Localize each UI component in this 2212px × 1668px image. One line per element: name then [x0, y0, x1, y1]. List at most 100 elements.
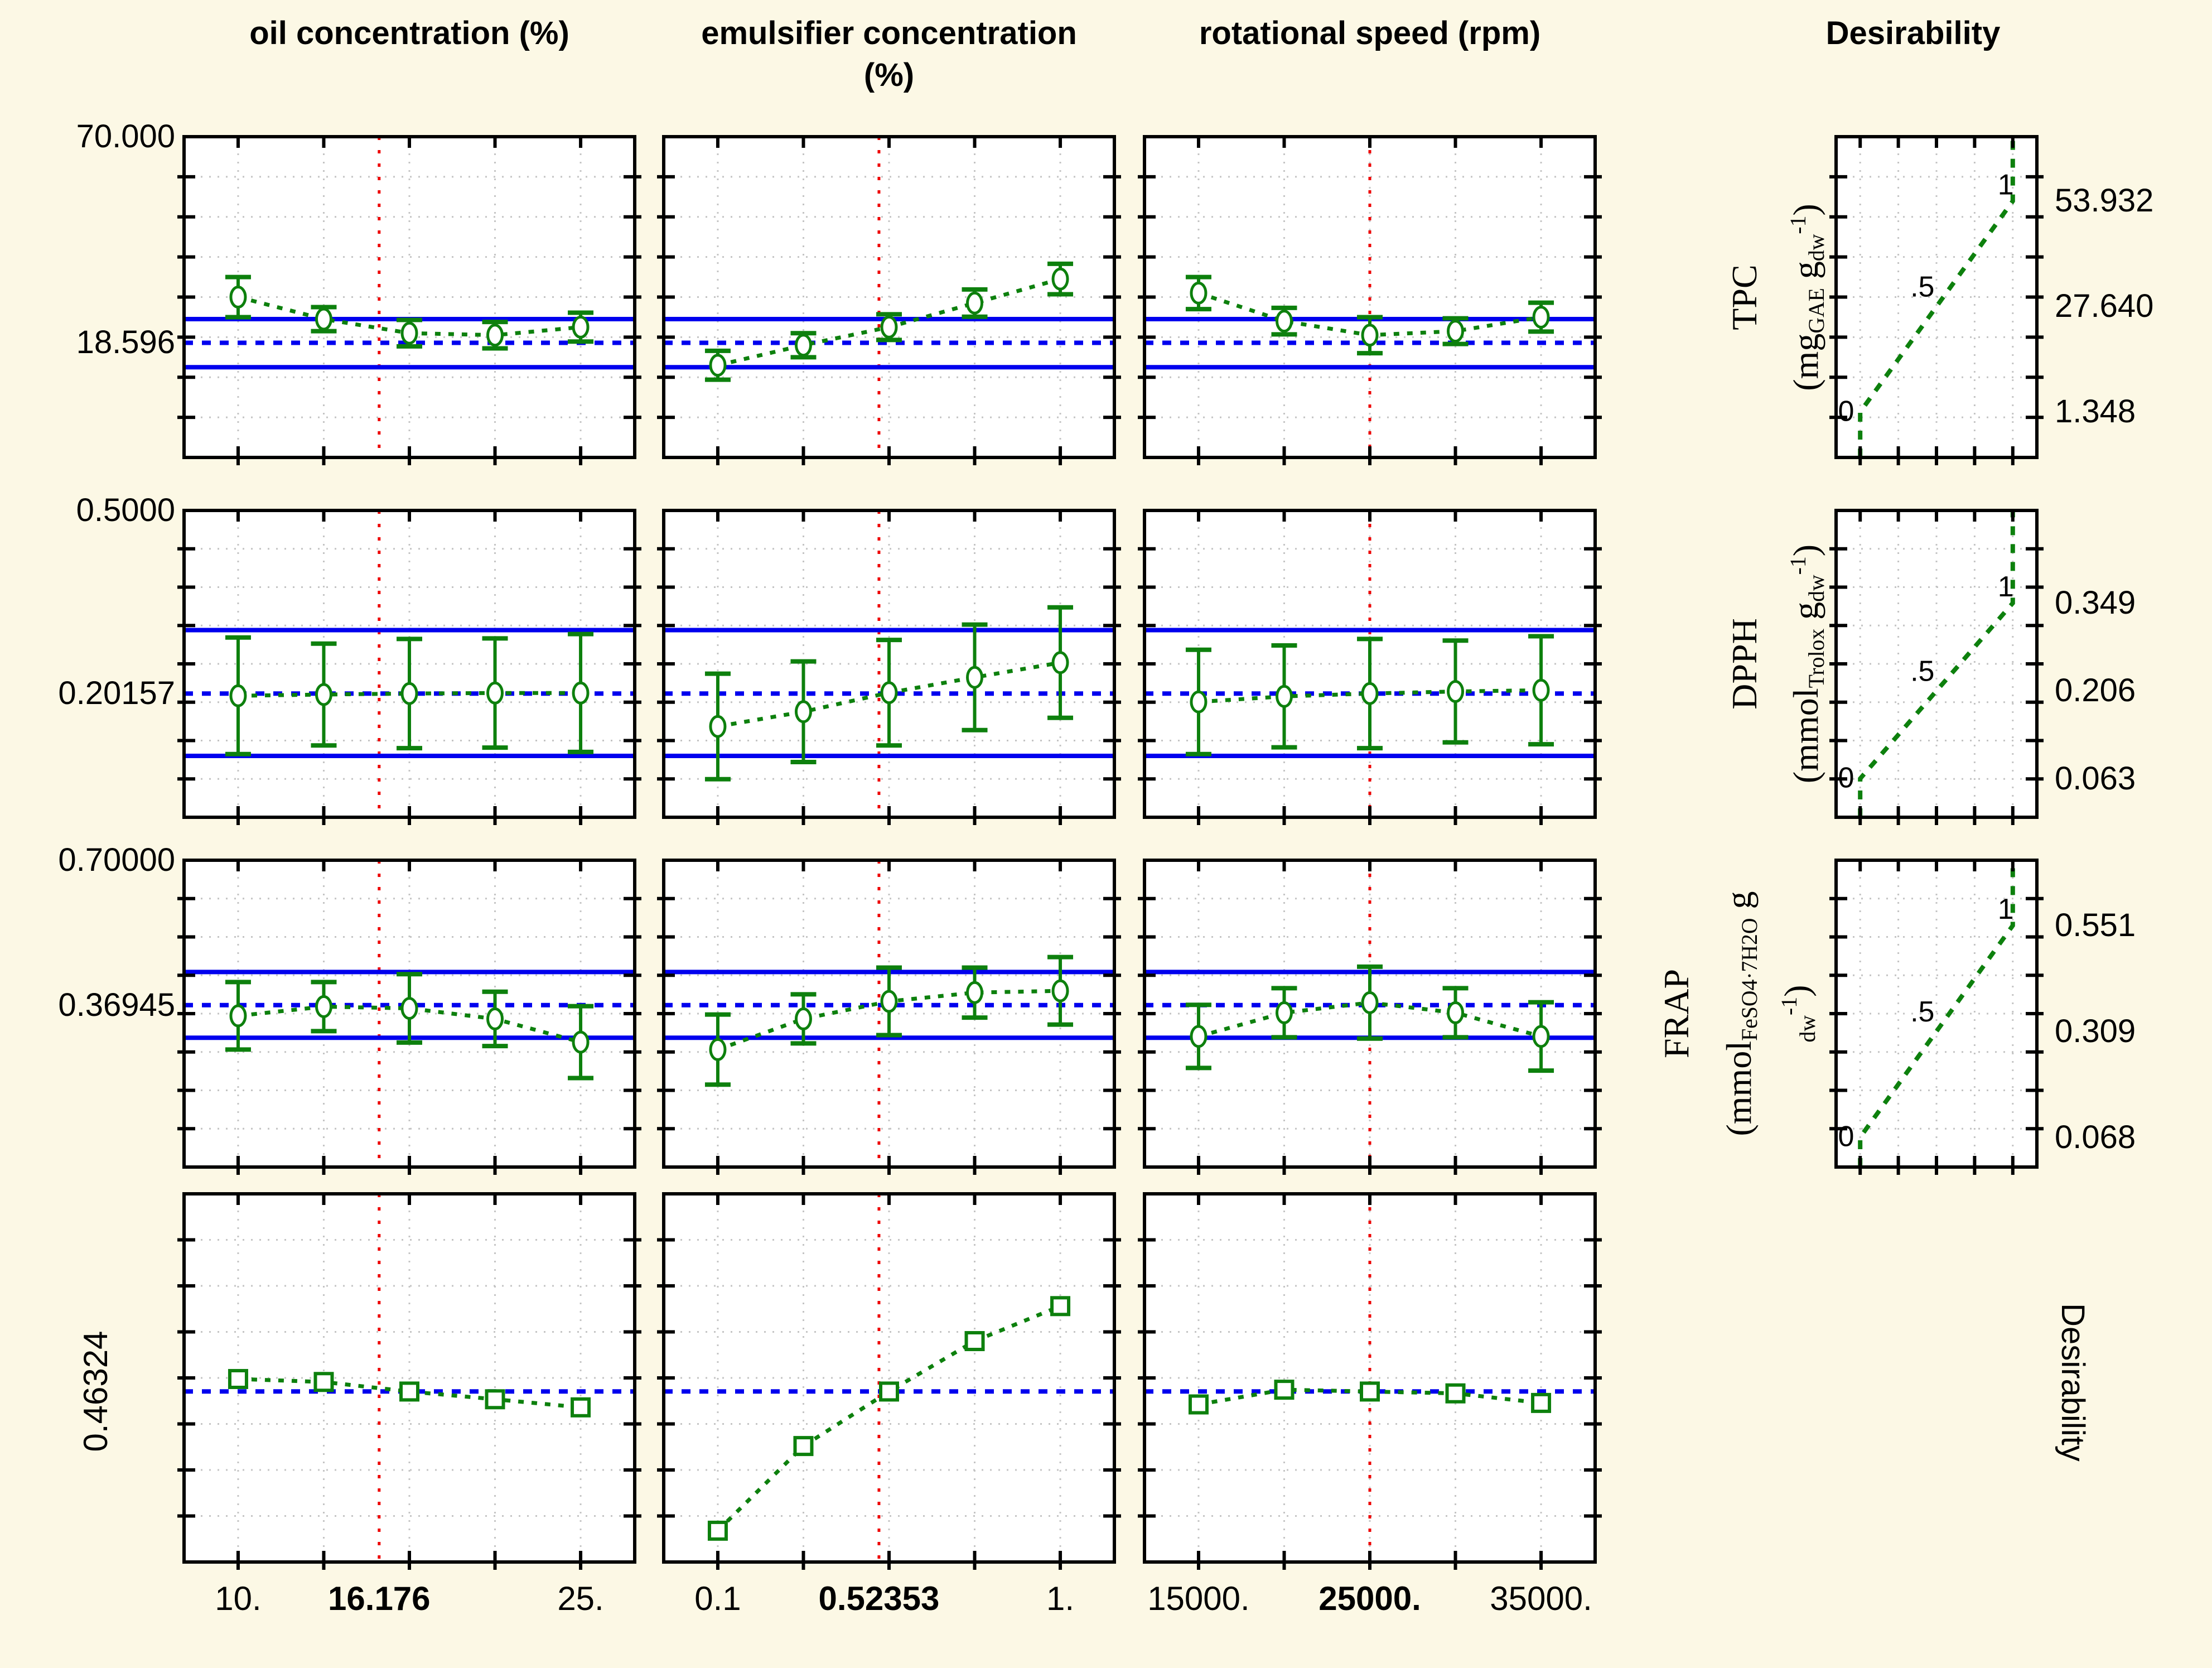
data-point-marker [486, 681, 504, 705]
data-point-marker [400, 682, 418, 705]
profile-line [238, 691, 581, 698]
desirability-anchor-label-DPPH-0: 0.349 [2055, 585, 2136, 621]
data-point-marker [229, 684, 247, 707]
plot-cell-TPC-2 [1138, 135, 1602, 465]
data-point-marker [1275, 310, 1293, 333]
plot-frame [662, 1192, 1116, 1564]
data-point-marker-square [485, 1389, 505, 1410]
data-point-marker [572, 1030, 590, 1054]
data-point-marker [880, 681, 898, 705]
curve-label-1: 1 [1998, 571, 2014, 603]
plot-frame [662, 859, 1116, 1169]
plot-cell-DPPH-2 [1138, 509, 1602, 825]
data-point-marker [1275, 1001, 1293, 1024]
data-point-marker [880, 315, 898, 339]
data-point-marker [966, 666, 984, 689]
data-point-marker-square [1360, 1381, 1380, 1402]
desirability-anchor-label-FRAP-2: 0.068 [2055, 1119, 2136, 1155]
data-point-marker [1447, 320, 1465, 343]
desirability-curve [1858, 137, 2015, 457]
data-point-marker [794, 334, 812, 357]
desirability-anchor-label-FRAP-0: 0.551 [2055, 907, 2136, 944]
plot-cell-Desirability-1 [657, 1192, 1121, 1570]
profile-line [238, 1004, 581, 1044]
data-point-marker-square [313, 1372, 334, 1392]
x-tick-label-0-0: 10. [215, 1580, 262, 1617]
plot-frame [1834, 135, 2039, 459]
desirability-anchor-label-DPPH-2: 0.063 [2055, 760, 2136, 797]
data-point-marker [794, 1007, 812, 1030]
plot-cell-Desirability-2 [1138, 1192, 1602, 1570]
plot-frame [182, 509, 636, 819]
data-point-marker-square [793, 1436, 814, 1457]
data-point-marker [315, 683, 332, 706]
plot-frame [662, 509, 1116, 819]
desirability-anchor-label-TPC-0: 53.932 [2055, 182, 2154, 219]
data-point-marker-square [399, 1381, 419, 1402]
curve-label-1: 1 [1998, 893, 2014, 925]
data-point-marker [572, 681, 590, 705]
data-point-marker-square [1445, 1383, 1466, 1404]
desirability-function-TPC: 0.51 [1829, 135, 2044, 465]
data-point-marker-square [1531, 1392, 1552, 1413]
plot-frame [1143, 859, 1597, 1169]
data-point-marker [1190, 690, 1208, 714]
data-point-marker [1361, 682, 1379, 705]
plot-frame [1143, 509, 1597, 819]
data-point-marker [1051, 979, 1069, 1002]
plot-frame [1143, 135, 1597, 459]
desirability-function-DPPH: 0.51 [1829, 509, 2044, 825]
data-point-marker [1447, 1001, 1465, 1024]
column-title-emulsifier-concentration-line2: (%) [863, 57, 915, 93]
plot-frame [662, 135, 1116, 459]
data-point-marker [1447, 680, 1465, 703]
data-point-marker-square [964, 1331, 985, 1351]
response-name-label-FRAP: FRAP [1656, 968, 1696, 1059]
column-title-oil-concentration: oil concentration (%) [249, 15, 569, 51]
data-point-marker [966, 981, 984, 1004]
data-point-marker [1275, 684, 1293, 708]
data-point-marker-square [1274, 1380, 1295, 1400]
profile-line [1198, 688, 1542, 704]
data-point-marker [229, 1004, 247, 1028]
y-axis-max-label-TPC: 70.000 [76, 118, 175, 155]
data-point-marker [1532, 678, 1550, 702]
y-axis-max-label-DPPH: 0.5000 [76, 492, 175, 528]
overall-desirability-row-label: Desirability [2055, 1303, 2091, 1462]
plot-cell-FRAP-0 [177, 859, 641, 1175]
data-point-marker [1051, 651, 1069, 674]
desirability-anchor-label-TPC-1: 27.640 [2055, 288, 2154, 325]
data-point-marker [315, 307, 332, 331]
curve-label-0.5: .5 [1910, 655, 1934, 687]
profile-line [1198, 1387, 1542, 1406]
x-tick-label-2-0: 15000. [1147, 1580, 1250, 1617]
column-title-rotational-speed: rotational speed (rpm) [1199, 15, 1541, 51]
curve-label-0.5: .5 [1910, 271, 1934, 303]
column-title-desirability: Desirability [1825, 15, 2001, 51]
x-tick-label-1-0: 0.1 [694, 1580, 741, 1617]
y-axis-max-label-FRAP: 0.70000 [58, 842, 175, 878]
x-tick-label-0-2: 25. [557, 1580, 604, 1617]
data-point-marker [229, 286, 247, 308]
response-unit-label-FRAP-0: (mmolFeSO4·7H2O g [1719, 891, 1762, 1136]
curve-label-0: 0 [1838, 1121, 1854, 1153]
data-point-marker [1190, 1025, 1208, 1048]
desirability-anchor-label-FRAP-1: 0.309 [2055, 1013, 2136, 1050]
profile-line [238, 1377, 581, 1410]
plot-frame [182, 135, 636, 459]
plot-frame [1143, 1192, 1597, 1564]
data-point-marker [709, 1038, 727, 1061]
predicted-value-label-DPPH: 0.20157 [58, 675, 175, 712]
plot-cell-DPPH-0 [177, 509, 641, 825]
data-point-marker [1361, 324, 1379, 347]
plot-cell-Desirability-0 [177, 1192, 641, 1570]
plot-cell-TPC-0 [177, 135, 641, 465]
predicted-value-label-FRAP: 0.36945 [58, 986, 175, 1023]
plot-frame [1834, 509, 2039, 819]
data-point-marker [572, 315, 590, 339]
plot-frame [182, 859, 636, 1169]
plot-cell-FRAP-2 [1138, 859, 1602, 1175]
data-point-marker [1051, 267, 1069, 291]
data-point-marker [486, 1007, 504, 1030]
